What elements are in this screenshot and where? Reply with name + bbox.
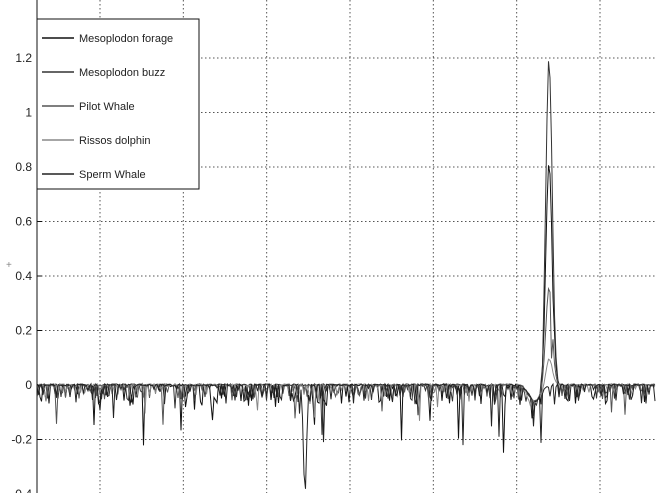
- y-tick-label: 0.4: [15, 269, 32, 283]
- y-axis-label: +: [6, 260, 12, 271]
- series-line-mesoplodon-forage: [36, 165, 656, 453]
- grid: [37, 0, 656, 493]
- y-tick-label: 1: [25, 106, 32, 120]
- y-tick-label: -0.4: [11, 487, 32, 493]
- legend-entry: Sperm Whale: [79, 169, 146, 181]
- axes: +: [6, 0, 38, 493]
- y-tick-label: 1.2: [15, 51, 32, 65]
- series-line-sperm-whale: [36, 382, 656, 489]
- legend-entry: Pilot Whale: [79, 101, 135, 113]
- legend-entry: Rissos dolphin: [79, 135, 151, 147]
- y-ticks: -0.4 -0.2 0 0.2 0.4 0.6 0.8 1 1.2: [11, 51, 42, 493]
- legend-box: [36, 18, 200, 190]
- y-tick-label: 0.6: [15, 215, 32, 229]
- series-lines: [36, 61, 656, 489]
- y-tick-label: 0.8: [15, 160, 32, 174]
- y-tick-label: 0: [25, 378, 32, 392]
- legend: Mesoplodon forage Mesoplodon buzz Pilot Wh…: [36, 18, 200, 190]
- y-tick-label: -0.2: [11, 433, 32, 447]
- y-tick-label: 0.2: [15, 324, 32, 338]
- legend-entry: Mesoplodon forage: [79, 33, 173, 45]
- series-line-rissos-dolphin: [36, 358, 656, 421]
- legend-entry: Mesoplodon buzz: [79, 67, 165, 79]
